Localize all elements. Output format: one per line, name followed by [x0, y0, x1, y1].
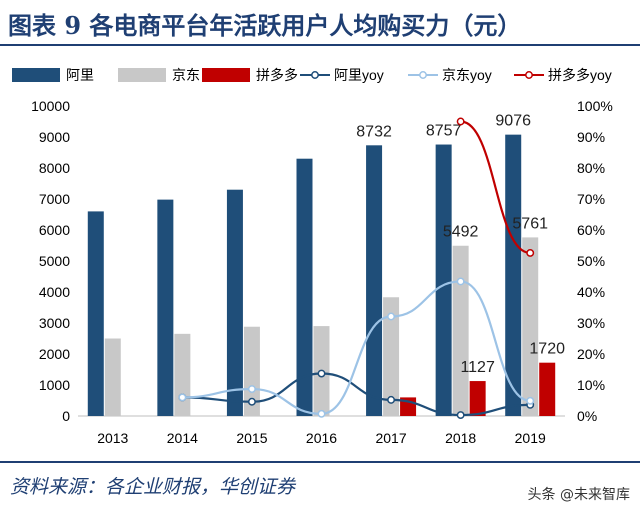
y-tick-label-3: 3000: [39, 315, 70, 331]
point-京东yoy-2014: [178, 393, 187, 402]
data-label-3: 5492: [443, 224, 479, 241]
y-tick-label-4: 4000: [39, 284, 70, 300]
bar-拼多多-2019: [539, 362, 556, 416]
bar-阿里-2014: [157, 199, 174, 416]
y2-tick-label-6: 60%: [577, 222, 605, 238]
y2-tick-label-1: 10%: [577, 377, 605, 393]
x-tick-label-4: 2017: [375, 430, 406, 446]
data-label-2: 9076: [495, 113, 531, 130]
legend-marker-3: [311, 71, 319, 79]
legend-marker-5: [525, 71, 533, 79]
legend-label-1: 京东: [172, 67, 200, 83]
y-tick-label-7: 7000: [39, 191, 70, 207]
y-tick-label-6: 6000: [39, 222, 70, 238]
bar-阿里-2017: [366, 145, 383, 417]
x-tick-label-2: 2015: [236, 430, 267, 446]
x-tick-label-6: 2019: [515, 430, 546, 446]
chart-area: 阿里 京东 拼多多 阿里yoy 京东yoy 拼多多yoy 0 1000 2000 3000 4000…: [12, 67, 613, 446]
point-阿里yoy-2015: [247, 397, 256, 406]
bar-京东-2015: [243, 326, 260, 416]
y-tick-label-2: 2000: [39, 346, 70, 362]
y2-tick-label-5: 50%: [577, 253, 605, 269]
bar-阿里-2016: [296, 158, 313, 416]
data-label-6: 1720: [529, 341, 565, 358]
legend-label-5: 拼多多yoy: [548, 67, 612, 83]
x-tick-label-0: 2013: [97, 430, 128, 446]
title-divider: [0, 44, 640, 46]
bar-京东-2018: [452, 245, 469, 416]
point-京东yoy-2016: [317, 409, 326, 418]
legend-label-2: 拼多多: [256, 67, 298, 83]
y2-tick-label-2: 20%: [577, 346, 605, 362]
x-tick-label-5: 2018: [445, 430, 476, 446]
legend-swatch-2: [202, 68, 250, 82]
data-label-1: 8757: [426, 123, 462, 140]
watermark: 头条 @未来智库: [527, 487, 630, 503]
source-note: 资料来源：各企业财报，华创证券: [10, 476, 296, 498]
y-tick-label-0: 0: [62, 408, 70, 424]
chart-title: 图表 9 各电商平台年活跃用户人均购买力（元）: [8, 11, 522, 40]
bar-阿里-2018: [435, 144, 452, 416]
bar-阿里-2013: [87, 211, 104, 416]
bar-阿里-2015: [226, 189, 243, 416]
y2-tick-label-9: 90%: [577, 129, 605, 145]
point-拼多多yoy-2018: [456, 117, 465, 126]
x-tick-label-1: 2014: [167, 430, 198, 446]
y2-tick-label-7: 70%: [577, 191, 605, 207]
source-divider: [0, 461, 640, 463]
y-tick-label-9: 9000: [39, 129, 70, 145]
y-tick-label-10: 10000: [31, 98, 70, 114]
bar-京东-2019: [522, 237, 539, 416]
point-拼多多yoy-2019: [526, 248, 535, 257]
bar-京东-2017: [383, 297, 400, 416]
y2-tick-label-0: 0%: [577, 408, 597, 424]
y2-tick-label-8: 80%: [577, 160, 605, 176]
legend-marker-4: [419, 71, 427, 79]
legend-label-0: 阿里: [66, 67, 94, 83]
x-tick-label-3: 2016: [306, 430, 337, 446]
point-阿里yoy-2016: [317, 369, 326, 378]
legend-label-3: 阿里yoy: [334, 67, 384, 83]
legend-label-4: 京东yoy: [442, 67, 492, 83]
y-tick-label-1: 1000: [39, 377, 70, 393]
title-bar: 图表 9 各电商平台年活跃用户人均购买力（元）: [0, 0, 640, 48]
y2-tick-label-4: 40%: [577, 284, 605, 300]
point-阿里yoy-2017: [387, 395, 396, 404]
bar-京东-2014: [174, 333, 191, 416]
bar-阿里-2019: [505, 134, 522, 417]
point-京东yoy-2017: [387, 312, 396, 321]
legend-swatch-1: [118, 68, 166, 82]
point-京东yoy-2018: [456, 277, 465, 286]
bar-拼多多-2018: [469, 381, 486, 416]
point-京东yoy-2015: [247, 385, 256, 393]
point-阿里yoy-2018: [456, 411, 465, 420]
y-tick-label-8: 8000: [39, 160, 70, 176]
bar-京东-2013: [104, 338, 121, 416]
legend-swatch-0: [12, 68, 60, 82]
y-tick-label-5: 5000: [39, 253, 70, 269]
y2-tick-label-10: 100%: [577, 98, 613, 114]
data-label-5: 1127: [460, 359, 495, 376]
data-label-4: 5761: [512, 215, 548, 232]
line-拼多多yoy: [460, 120, 531, 255]
y2-tick-label-3: 30%: [577, 315, 605, 331]
point-京东yoy-2019: [526, 396, 535, 405]
data-label-0: 8732: [356, 123, 392, 140]
